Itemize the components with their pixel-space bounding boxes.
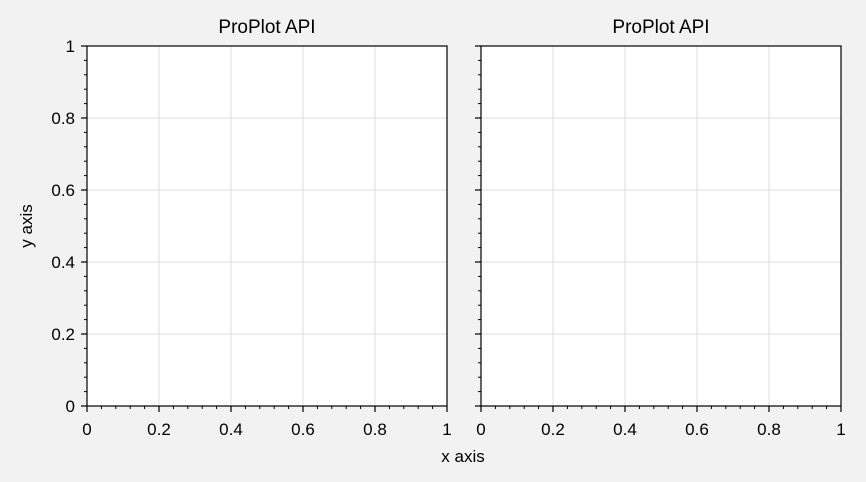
x-tick-label: 0.2 — [541, 420, 565, 439]
x-tick-label: 0.6 — [685, 420, 709, 439]
y-tick-label: 0.2 — [51, 325, 75, 344]
x-axis-label: x axis — [441, 447, 484, 466]
x-tick-label: 0.4 — [613, 420, 637, 439]
y-tick-label: 0.8 — [51, 109, 75, 128]
x-tick-label: 0.2 — [147, 420, 171, 439]
x-tick-label: 0.4 — [219, 420, 243, 439]
x-tick-label: 0 — [82, 420, 91, 439]
y-tick-label: 0.4 — [51, 253, 75, 272]
plot-frame — [480, 45, 842, 407]
x-tick-label: 0.8 — [363, 420, 387, 439]
x-tick-label: 0.8 — [757, 420, 781, 439]
plot-frame — [86, 45, 448, 407]
y-tick-label: 0.6 — [51, 181, 75, 200]
subplot-2: 0 0.2 0.4 0.6 0.8 1 ProPlot API — [475, 17, 846, 439]
y-axis-label: y axis — [17, 204, 36, 247]
x-tick-label: 1 — [442, 420, 451, 439]
subplot-title: ProPlot API — [612, 17, 709, 38]
y-tick-label: 0 — [66, 397, 75, 416]
plot-area — [87, 46, 447, 406]
x-tick-label: 0 — [476, 420, 485, 439]
y-tick-label: 1 — [66, 37, 75, 56]
subplot-1: 0 0.2 0.4 0.6 0.8 1 0 0.2 0.4 0.6 0.8 1 ProPlot API — [51, 17, 451, 439]
subplot-title: ProPlot API — [218, 17, 315, 38]
x-tick-label: 1 — [836, 420, 845, 439]
plot-area — [481, 46, 841, 406]
x-tick-label: 0.6 — [291, 420, 315, 439]
